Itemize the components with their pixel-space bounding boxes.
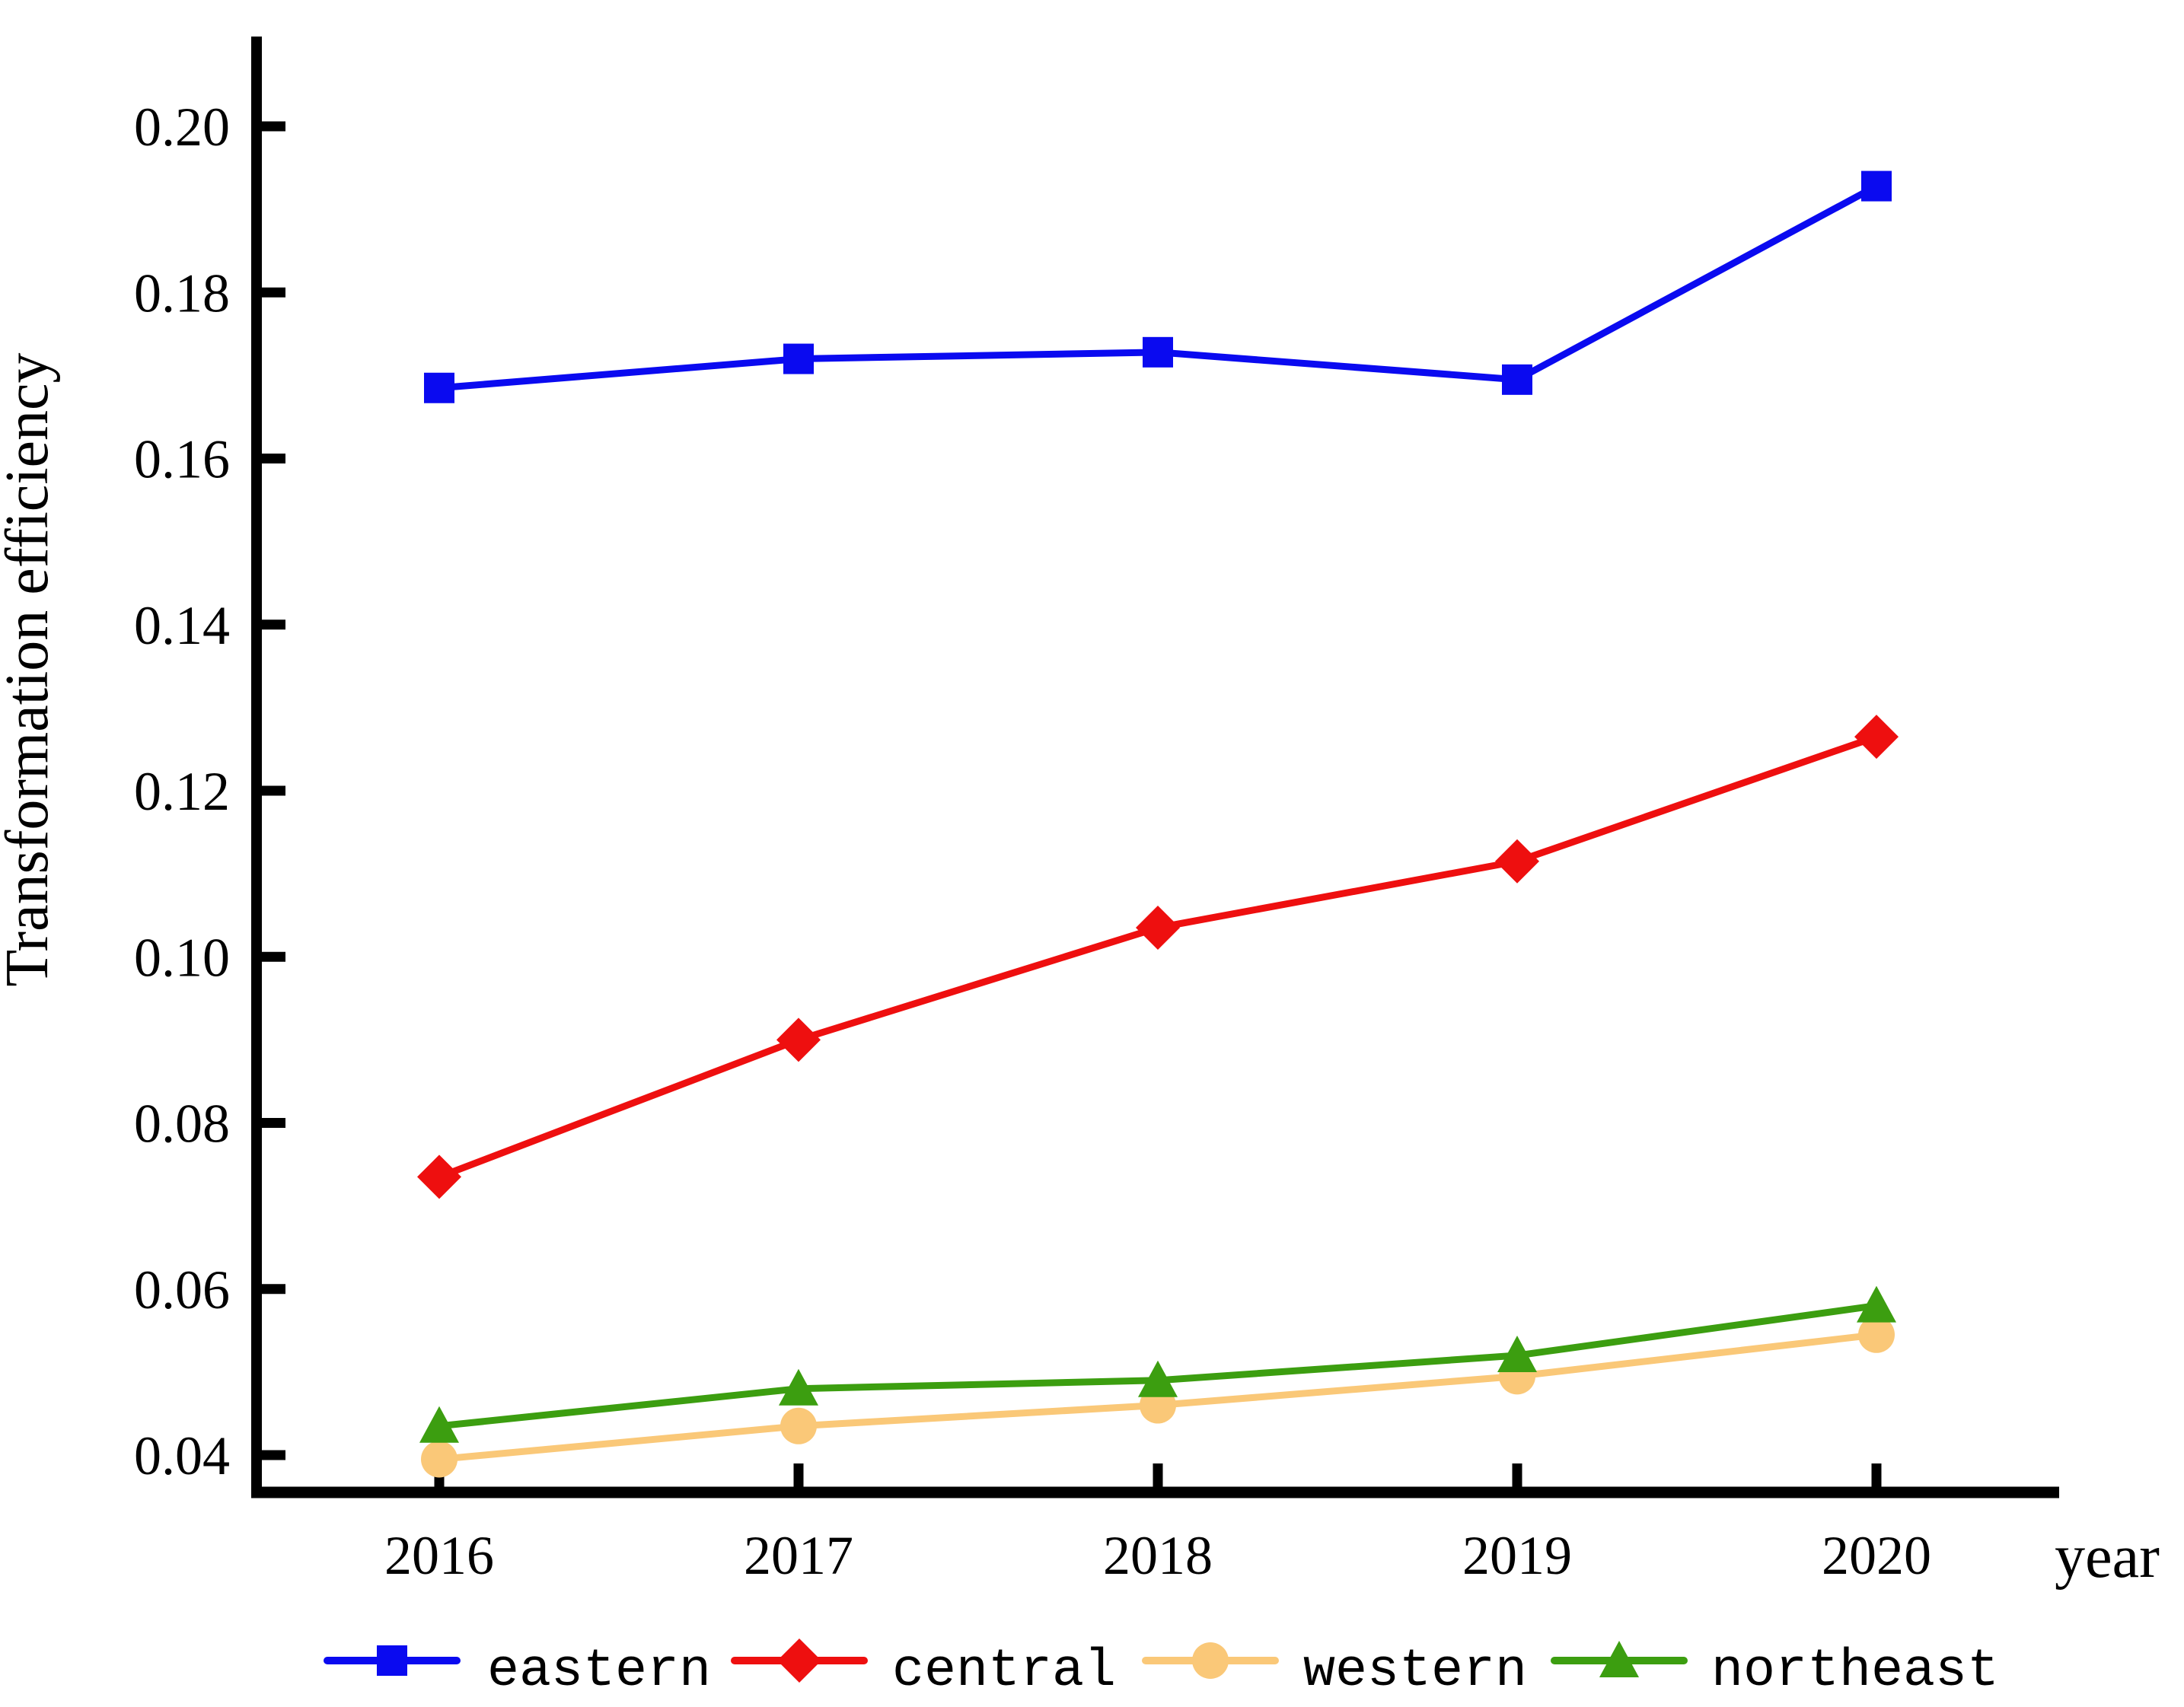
y-tick-label: 0.16	[134, 429, 230, 490]
square-marker-icon	[424, 372, 454, 403]
y-tick-label: 0.06	[134, 1260, 230, 1320]
triangle-marker-icon	[1599, 1641, 1639, 1677]
y-axis-title: Transformation efficiency	[0, 352, 61, 986]
legend-item-northeast: northeast	[1551, 1641, 1999, 1702]
diamond-marker-icon	[777, 1639, 821, 1683]
circle-marker-icon	[421, 1441, 458, 1478]
x-axis-title: year	[2055, 1524, 2160, 1591]
y-tick-label: 0.12	[134, 761, 230, 822]
square-marker-icon	[377, 1645, 407, 1676]
triangle-marker-icon	[1138, 1360, 1178, 1397]
square-marker-icon	[1502, 364, 1532, 395]
diamond-marker-icon	[776, 1018, 821, 1062]
legend-item-western: western	[1142, 1642, 1527, 1702]
x-axis-ticks: 2016 2017 2018 2019 2020	[384, 1463, 1931, 1586]
legend-label-eastern: eastern	[487, 1642, 711, 1702]
circle-marker-icon	[780, 1407, 817, 1444]
x-tick-label: 2020	[1822, 1525, 1931, 1586]
square-marker-icon	[1861, 170, 1892, 202]
diamond-marker-icon	[1854, 715, 1899, 760]
series-line-central	[435, 733, 1880, 1180]
y-tick-label: 0.20	[134, 97, 230, 158]
y-tick-label: 0.10	[134, 927, 230, 988]
x-tick-label: 2018	[1103, 1525, 1213, 1586]
diamond-marker-icon	[417, 1154, 461, 1199]
legend-label-northeast: northeast	[1711, 1642, 1999, 1702]
triangle-marker-icon	[1857, 1285, 1896, 1323]
legend: eastern central western northeast	[324, 1639, 1999, 1702]
legend-label-western: western	[1303, 1642, 1527, 1702]
y-tick-label: 0.04	[134, 1425, 230, 1486]
y-tick-label: 0.18	[134, 263, 230, 323]
x-tick-label: 2017	[744, 1525, 853, 1586]
y-tick-label: 0.08	[134, 1094, 230, 1154]
square-marker-icon	[1143, 336, 1173, 368]
circle-marker-icon	[1858, 1316, 1895, 1353]
y-axis-ticks: 0.04 0.06 0.08 0.10 0.12 0.14 0.16 0.18 0.20	[134, 97, 285, 1486]
y-tick-label: 0.14	[134, 595, 230, 656]
circle-marker-icon	[1192, 1642, 1229, 1679]
legend-item-eastern: eastern	[324, 1642, 711, 1702]
square-marker-icon	[783, 343, 814, 374]
x-tick-label: 2019	[1462, 1525, 1572, 1586]
series-northeast	[419, 1285, 1896, 1443]
x-tick-label: 2016	[384, 1525, 494, 1586]
series-layer	[417, 170, 1899, 1478]
triangle-marker-icon	[1497, 1336, 1537, 1373]
series-central	[417, 715, 1899, 1199]
triangle-marker-icon	[779, 1368, 818, 1406]
series-eastern	[424, 170, 1892, 403]
legend-item-central: central	[731, 1639, 1116, 1702]
diamond-marker-icon	[1136, 906, 1180, 951]
diamond-marker-icon	[1495, 839, 1539, 884]
legend-label-central: central	[892, 1642, 1116, 1702]
triangle-marker-icon	[419, 1406, 459, 1443]
